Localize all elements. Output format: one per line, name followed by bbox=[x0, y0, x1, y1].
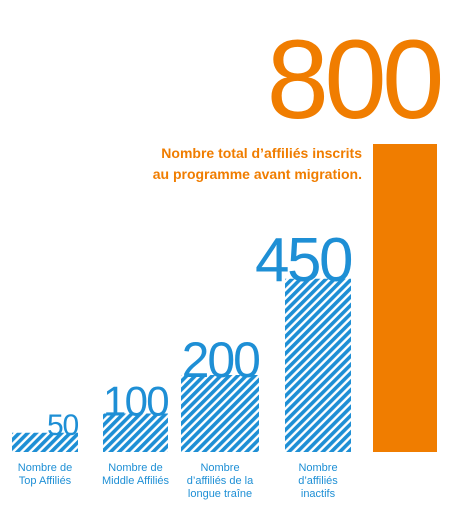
category-label: Nombre bbox=[200, 462, 239, 474]
category-label: longue traîne bbox=[188, 488, 252, 500]
value-label: 800 bbox=[267, 17, 441, 142]
category-label: Top Affiliés bbox=[19, 475, 72, 487]
bar bbox=[285, 278, 351, 452]
annotation: au programme avant migration. bbox=[153, 166, 362, 182]
category-label: d’affiliés de la bbox=[187, 475, 254, 487]
category-label: Nombre de bbox=[108, 462, 162, 474]
category-label: inactifs bbox=[301, 488, 336, 500]
category-label: Nombre bbox=[298, 462, 337, 474]
bar bbox=[181, 375, 259, 452]
bar bbox=[12, 432, 78, 452]
category-label: d’affiliés bbox=[298, 475, 338, 487]
value-label: 450 bbox=[255, 226, 352, 295]
value-label: 100 bbox=[103, 378, 168, 425]
bar bbox=[103, 413, 168, 452]
annotation: Nombre total d’affiliés inscrits bbox=[161, 145, 362, 161]
bar bbox=[373, 144, 437, 452]
value-label: 200 bbox=[182, 332, 260, 388]
category-label: Nombre de bbox=[18, 462, 72, 474]
value-label: 50 bbox=[47, 409, 78, 442]
category-label: Middle Affiliés bbox=[102, 475, 170, 487]
